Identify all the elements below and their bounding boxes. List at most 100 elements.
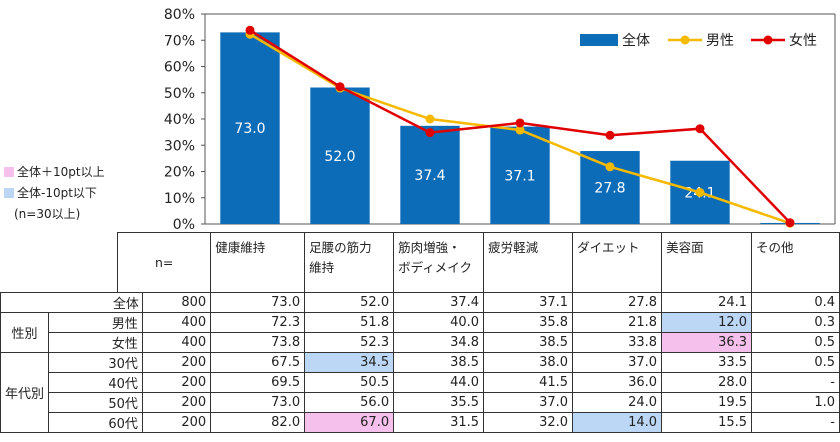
row-label: 全体 bbox=[0, 292, 143, 313]
table-row: 60代 200 82.0 67.0 31.5 32.0 14.0 15.5- bbox=[1, 412, 840, 433]
series-point bbox=[425, 114, 435, 124]
column-header: 筋肉増強・ ボディメイク bbox=[393, 232, 485, 293]
row-label: 30代 bbox=[48, 352, 143, 373]
series-point bbox=[605, 130, 615, 140]
series-point bbox=[245, 25, 255, 35]
n-value: 400 bbox=[141, 312, 212, 333]
table-cell: 27.8 bbox=[572, 292, 663, 313]
table-cell: 44.0 bbox=[393, 372, 485, 393]
table-cell: 14.0 bbox=[572, 412, 663, 433]
series-point bbox=[515, 125, 525, 135]
table-cell: 50.5 bbox=[304, 372, 395, 393]
table-cell: 56.0 bbox=[304, 392, 395, 413]
table-cell: 28.0 bbox=[661, 372, 753, 393]
table-cell: 40.0 bbox=[393, 312, 485, 333]
table-cell: 19.5 bbox=[661, 392, 753, 413]
table-cell: 33.5 bbox=[661, 352, 753, 373]
table-cell: 67.0 bbox=[304, 412, 395, 433]
table-cell: 31.5 bbox=[393, 412, 485, 433]
bar bbox=[310, 87, 370, 224]
column-header-line: 維持 bbox=[309, 260, 335, 275]
table-cell: 37.4 bbox=[393, 292, 485, 313]
table-cell: 73.0 bbox=[210, 392, 306, 413]
row-label: 50代 bbox=[48, 392, 143, 413]
legend-swatch-marker bbox=[763, 35, 773, 45]
table-row: 全体 800 73.0 52.0 37.4 37.1 27.8 24.1 0.4 bbox=[0, 292, 840, 313]
table-cell: 37.0 bbox=[483, 392, 574, 413]
y-tick-label: 70% bbox=[164, 33, 195, 49]
n-header: n= bbox=[117, 232, 212, 293]
table-cell: 36.0 bbox=[572, 372, 663, 393]
row-label: 男性 bbox=[48, 312, 143, 333]
table-row: 性別 男性 400 72.3 51.8 40.0 35.8 21.8 12.0 0.3 bbox=[0, 312, 840, 353]
table-cell: 38.5 bbox=[483, 332, 574, 353]
minus-note-text: 全体-10pt以下 bbox=[17, 186, 97, 200]
y-tick-label: 50% bbox=[164, 86, 195, 102]
minus-swatch bbox=[4, 187, 14, 198]
header-blank bbox=[1, 233, 118, 293]
series-point bbox=[605, 162, 615, 172]
series-point bbox=[425, 128, 435, 138]
legend-label: 全体 bbox=[622, 32, 650, 49]
column-header: その他 bbox=[751, 232, 840, 293]
bar bbox=[220, 32, 280, 224]
column-header-line: 健康維持 bbox=[215, 240, 266, 255]
table-cell: 73.0 bbox=[210, 292, 306, 313]
table-cell: 73.8 bbox=[210, 332, 306, 353]
table-cell: 21.8 bbox=[572, 312, 663, 333]
column-header: 健康維持 bbox=[210, 232, 306, 293]
table-cell: 38.0 bbox=[483, 352, 574, 373]
table-cell: 1.0 bbox=[751, 392, 840, 413]
chart: 0% 10% 20% 30% 40% 50% 60% 70% 80% 73.0 52.0 37.4 3… bbox=[164, 7, 836, 232]
n-value: 400 bbox=[141, 332, 212, 353]
table-cell: 52.0 bbox=[304, 292, 395, 313]
table-cell: 0.5 bbox=[751, 352, 840, 373]
n-value: 200 bbox=[141, 352, 212, 373]
series-point bbox=[785, 218, 795, 228]
highlight-note-minus: 全体-10pt以下 bbox=[4, 184, 97, 201]
table-cell: 52.3 bbox=[304, 332, 395, 353]
group-label-age: 年代別 bbox=[0, 352, 50, 433]
legend-label: 女性 bbox=[789, 32, 817, 49]
table-cell: 32.0 bbox=[483, 412, 574, 433]
column-header: ダイエット bbox=[572, 232, 663, 293]
table-cell: 34.8 bbox=[393, 332, 485, 353]
table-cell: 37.0 bbox=[572, 352, 663, 373]
legend-swatch bbox=[580, 34, 618, 46]
y-axis-ticks: 0% 10% 20% 30% 40% 50% 60% 70% 80% bbox=[164, 7, 205, 232]
table-cell: 41.5 bbox=[483, 372, 574, 393]
table-cell: 34.5 bbox=[304, 352, 395, 373]
table-row: 年代別 30代 200 67.5 34.5 38.5 38.0 37.0 33.5 0.5 bbox=[0, 352, 840, 433]
n-value: 200 bbox=[141, 412, 212, 433]
column-header-line: 美容面 bbox=[666, 240, 704, 255]
bar bbox=[490, 126, 550, 224]
column-header-line: 足腰の筋力 bbox=[309, 240, 372, 255]
y-tick-label: 30% bbox=[164, 138, 195, 154]
data-table: n= 健康維持 足腰の筋力 維持 筋肉増強・ ボディメイク 疲労軽減 ダイエット 美容面 その他全… bbox=[0, 232, 840, 433]
table-cell: 72.3 bbox=[210, 312, 306, 333]
table-row: 40代 200 69.5 50.5 44.0 41.5 36.0 28.0- bbox=[1, 372, 840, 393]
y-tick-label: 10% bbox=[164, 191, 195, 207]
table-cell: - bbox=[751, 412, 840, 433]
y-tick-label: 40% bbox=[164, 112, 195, 128]
y-tick-label: 80% bbox=[164, 7, 195, 23]
sample-size-note-text: (n=30以上) bbox=[14, 207, 81, 221]
bar-data-label: 37.4 bbox=[414, 168, 445, 184]
bar-data-label: 73.0 bbox=[234, 121, 265, 137]
legend: 全体 男性 女性 bbox=[580, 32, 817, 49]
n-value: 200 bbox=[141, 392, 212, 413]
table-cell: 0.4 bbox=[751, 292, 840, 313]
series-point bbox=[695, 188, 705, 197]
row-label: 60代 bbox=[48, 412, 143, 433]
column-header-line: その他 bbox=[756, 240, 794, 255]
n-value: 800 bbox=[141, 292, 212, 313]
table-cell: 82.0 bbox=[210, 412, 306, 433]
column-header: 足腰の筋力 維持 bbox=[304, 232, 395, 293]
plus-swatch bbox=[4, 166, 14, 177]
column-header-line: ボディメイク bbox=[398, 260, 472, 275]
table-cell: 38.5 bbox=[393, 352, 485, 373]
column-header: 美容面 bbox=[661, 232, 753, 293]
series-point bbox=[515, 118, 525, 128]
sample-size-note: (n=30以上) bbox=[14, 205, 80, 222]
table-cell: 24.1 bbox=[661, 292, 753, 313]
